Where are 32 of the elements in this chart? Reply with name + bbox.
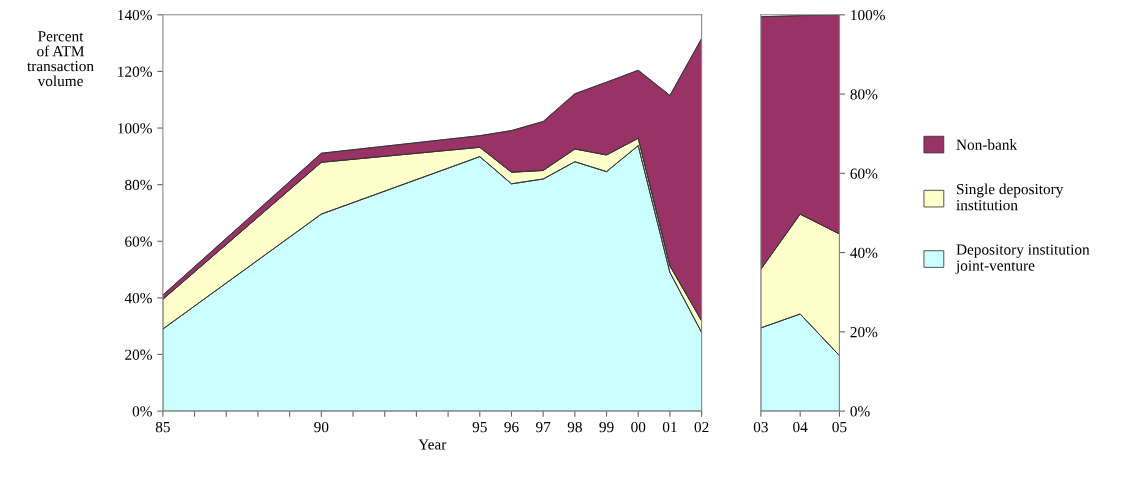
y-tick-label: 40% xyxy=(124,293,152,304)
legend-label: Non-bank xyxy=(956,139,1018,150)
y-tick-label: 100% xyxy=(851,9,885,21)
y-tick-label: 120% xyxy=(118,66,152,77)
x-tick-label: 02 xyxy=(694,421,709,433)
x-tick-label: 95 xyxy=(472,421,487,433)
y-axis-title: Percent of ATM transaction volume xyxy=(27,31,94,87)
y-tick-label: 80% xyxy=(850,89,878,100)
y-tick-label: 140% xyxy=(118,9,152,21)
y-tick-label: 20% xyxy=(850,326,878,338)
y-tick-label: 40% xyxy=(850,247,878,259)
x-tick-label: 90 xyxy=(314,421,329,433)
y-tick-label: 100% xyxy=(118,123,152,134)
x-axis-title: Year xyxy=(418,439,447,450)
x-tick-label: 96 xyxy=(504,421,519,433)
y-tick-label: 0% xyxy=(850,406,870,417)
x-tick-label: 04 xyxy=(793,421,808,433)
y-tick-label: 60% xyxy=(125,236,152,247)
y-tick-label: 0% xyxy=(132,406,152,417)
y-tick-label: 20% xyxy=(125,349,152,360)
x-tick-label: 01 xyxy=(662,421,677,433)
x-tick-label: 99 xyxy=(599,421,614,433)
x-tick-label: 98 xyxy=(567,421,582,433)
legend-label: Single depository institution xyxy=(956,183,1064,211)
x-tick-label: 05 xyxy=(832,421,847,433)
x-tick-label: 97 xyxy=(536,421,551,433)
x-tick-label: 00 xyxy=(631,421,646,433)
x-tick-label: 85 xyxy=(155,421,170,433)
y-tick-label: 80% xyxy=(125,179,152,191)
x-tick-label: 03 xyxy=(753,421,768,433)
legend-label: Depository institution joint-venture xyxy=(955,244,1090,274)
y-tick-label: 60% xyxy=(850,168,878,179)
